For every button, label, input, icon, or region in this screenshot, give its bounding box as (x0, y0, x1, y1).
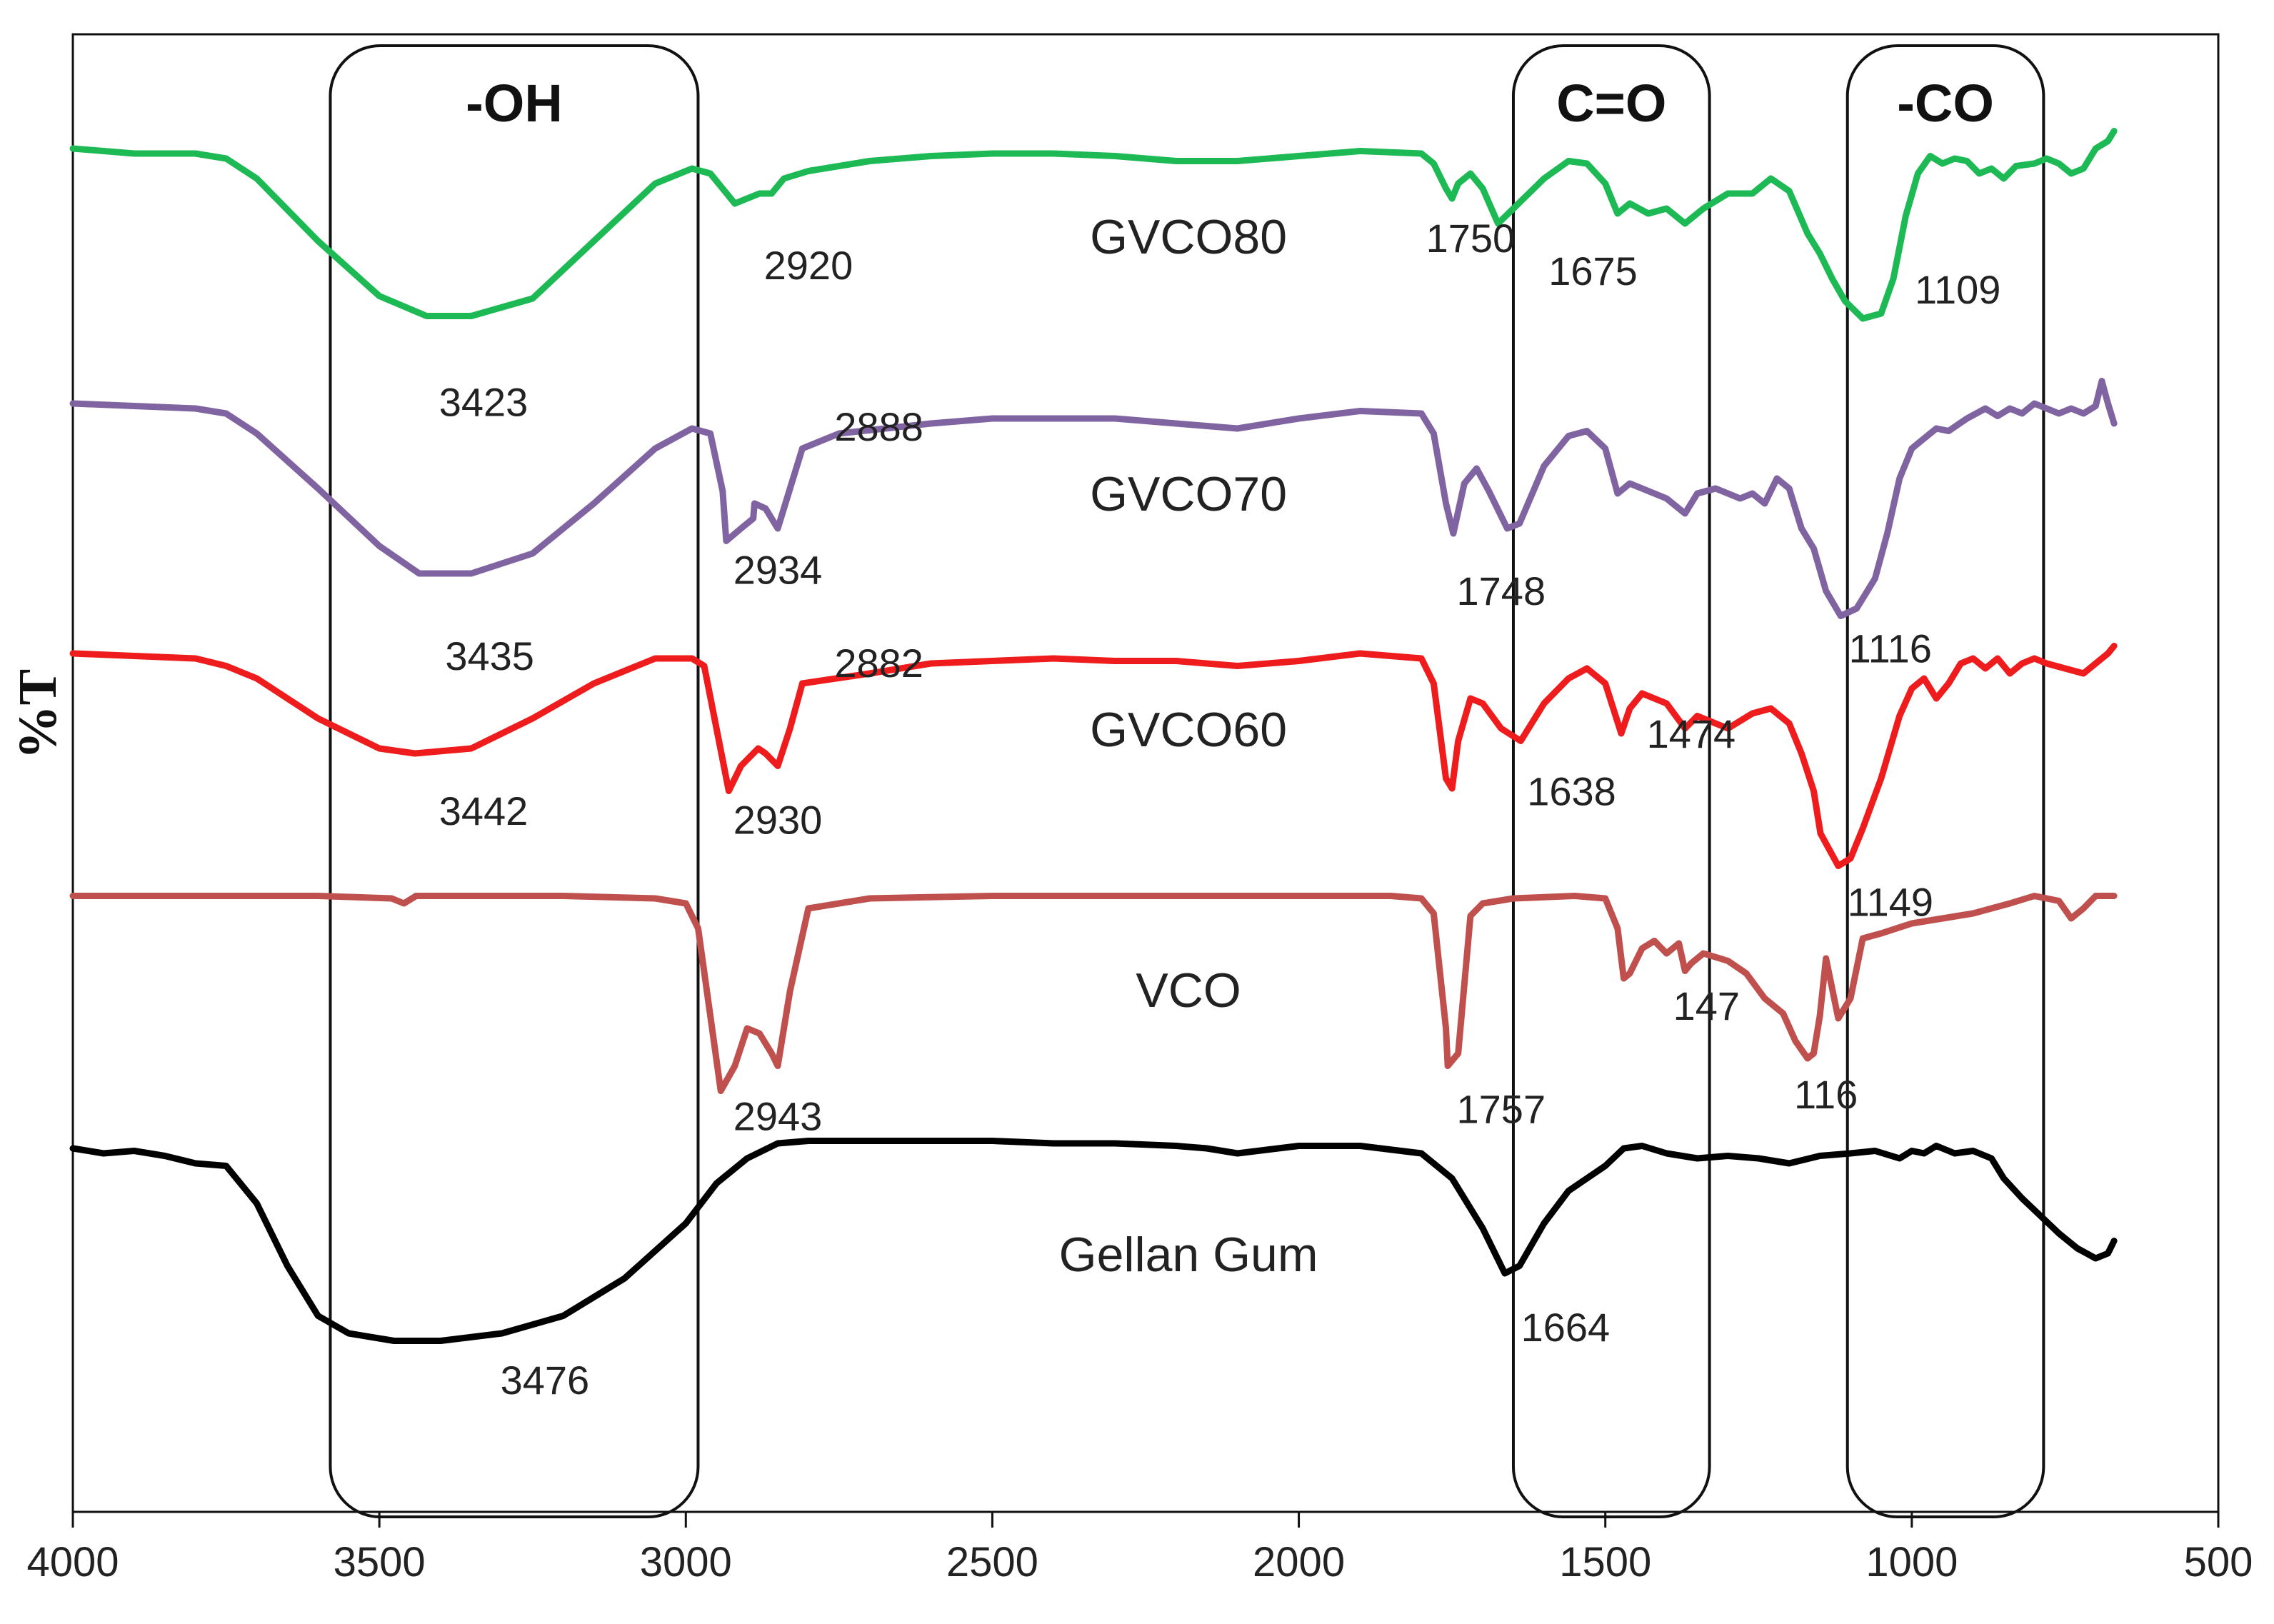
x-tick-label-4: 2000 (1253, 1539, 1345, 1585)
x-axis: 4000 3500 3000 2500 2000 1500 1000 500 (26, 1512, 2253, 1585)
peak-label-0-1: 2920 (764, 243, 853, 288)
peak-label-4-0: 3476 (501, 1358, 590, 1403)
x-tick-label-7: 500 (2184, 1539, 2253, 1585)
peak-label-2-5: 1149 (1848, 880, 1933, 925)
plot-frame (71, 33, 2220, 1513)
peak-label-3-1: 1757 (1457, 1087, 1546, 1132)
region-label-2: -CO (1897, 74, 1994, 133)
x-tick-label-0: 4000 (26, 1539, 119, 1585)
region-boxes: -OH C=O -CO (329, 44, 2045, 1518)
peak-label-2-1: 2930 (733, 798, 823, 843)
series-label-4: Gellan Gum (1059, 1228, 1318, 1282)
peak-label-3-0: 2943 (733, 1094, 823, 1139)
series-layer: GVCO80 GVCO70 GVCO60 VCO Gellan Gum (69, 128, 2118, 1344)
x-tick-label-6: 1000 (1865, 1539, 1958, 1585)
x-tick-label-3: 2500 (946, 1539, 1038, 1585)
x-tick-label-5: 1500 (1559, 1539, 1651, 1585)
plot-border (71, 33, 2220, 1513)
series-line-0 (69, 128, 2118, 322)
series-line-4 (69, 1138, 2118, 1344)
peak-label-1-3: 1748 (1457, 568, 1546, 613)
peak-label-2-2: 2882 (834, 641, 923, 686)
peak-label-0-0: 3423 (439, 380, 529, 425)
series-label-3: VCO (1136, 963, 1241, 1018)
peak-label-3-3: 116 (1794, 1072, 1858, 1117)
peak-label-4-1: 1664 (1521, 1305, 1611, 1350)
peak-label-1-1: 2934 (733, 548, 823, 593)
series-label-1: GVCO70 (1090, 467, 1287, 521)
series-line-3 (69, 893, 2118, 1094)
series-label-0: GVCO80 (1090, 210, 1287, 264)
peak-label-1-4: 1116 (1849, 626, 1932, 671)
region-label-0: -OH (466, 74, 563, 133)
region-box-0 (329, 44, 700, 1518)
peak-label-0-4: 1109 (1915, 267, 2000, 312)
peak-label-1-0: 3435 (445, 633, 534, 678)
x-tick-label-1: 3500 (334, 1539, 426, 1585)
peak-label-2-4: 1474 (1647, 711, 1736, 756)
peak-label-2-0: 3442 (439, 788, 529, 833)
y-axis-label: %T (8, 669, 68, 760)
peak-label-2-3: 1638 (1527, 769, 1616, 814)
peak-label-0-3: 1675 (1548, 249, 1638, 294)
series-label-2: GVCO60 (1090, 703, 1287, 757)
x-tick-label-2: 3000 (640, 1539, 732, 1585)
region-label-1: C=O (1556, 74, 1666, 133)
region-box-1 (1511, 44, 1711, 1518)
region-box-2 (1845, 44, 2045, 1518)
peak-label-1-2: 2888 (834, 404, 923, 449)
series-line-1 (69, 378, 2118, 619)
series-line-2 (69, 643, 2118, 869)
peak-label-0-2: 1750 (1426, 216, 1516, 261)
peak-labels: 3423 2920 1750 1675 1109 3435 2934 2888 1748 1116… (439, 216, 2001, 1403)
peak-label-3-2: 147 (1673, 983, 1740, 1028)
